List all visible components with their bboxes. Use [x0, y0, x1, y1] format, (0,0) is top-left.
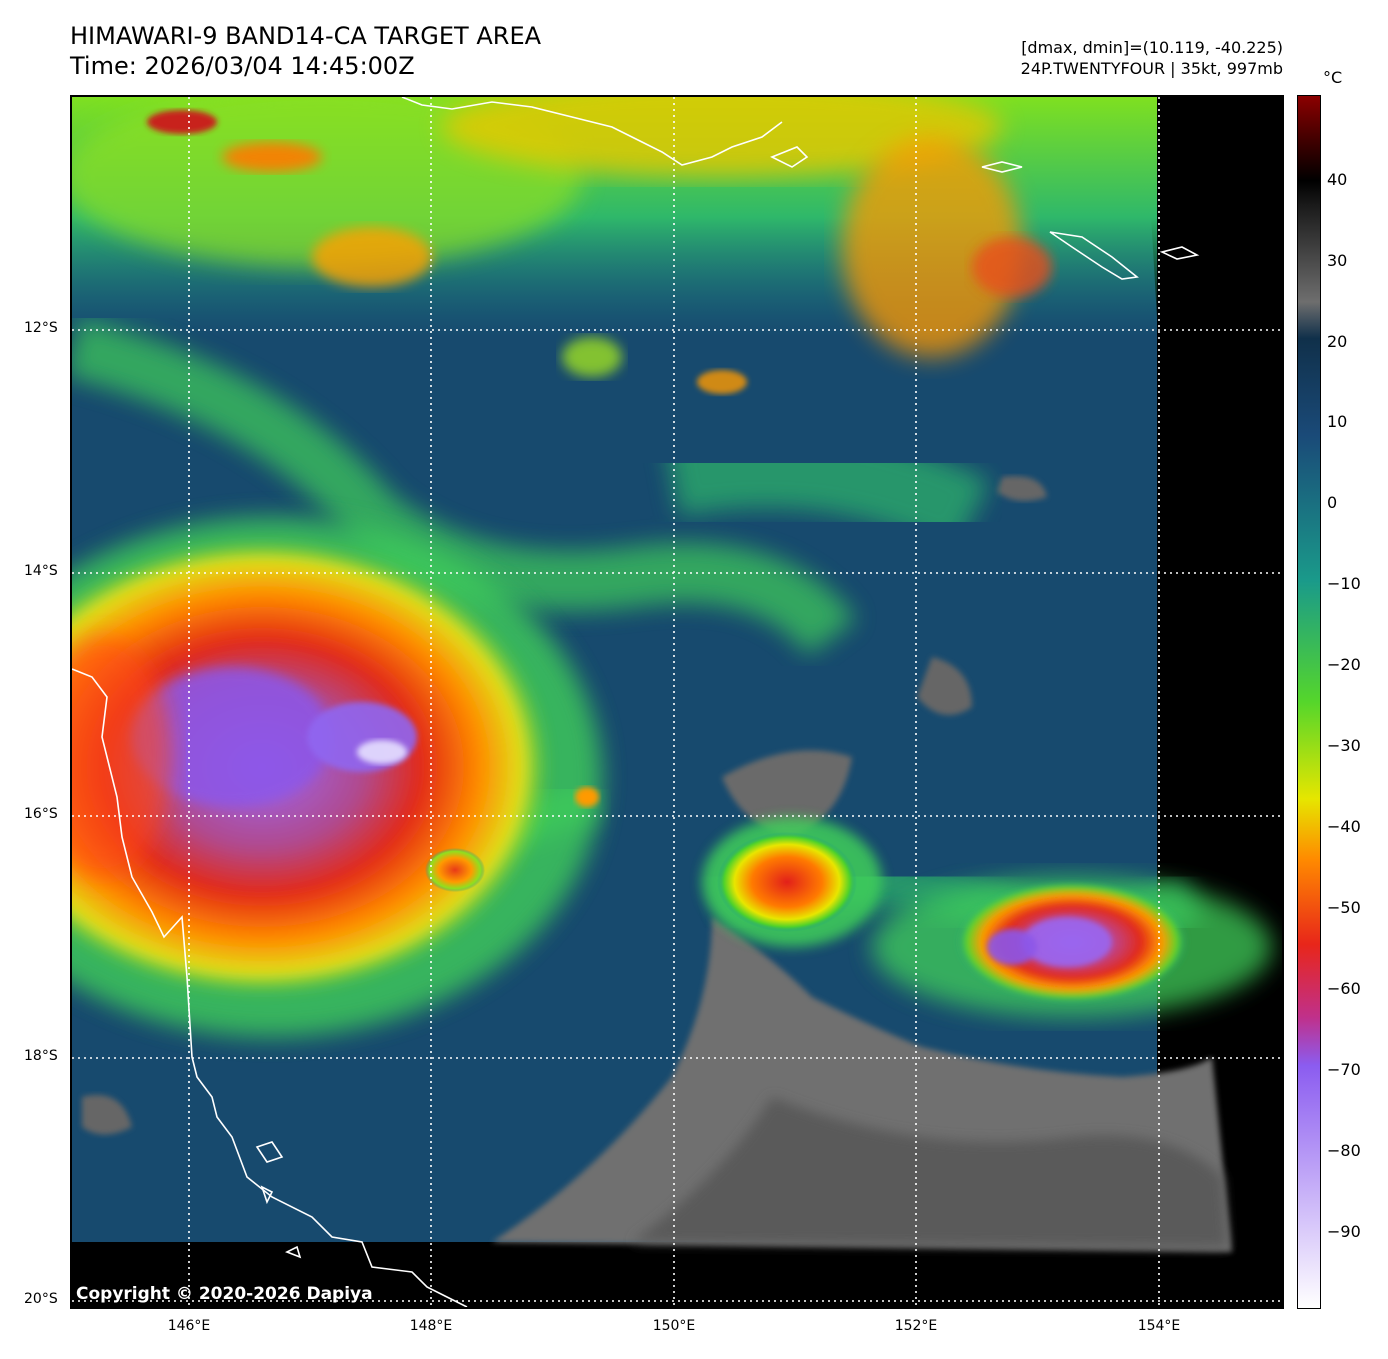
convective-cell [575, 787, 599, 807]
lon-label-150e: 150°E [652, 1318, 696, 1334]
colorbar-tick-label: 20 [1327, 332, 1348, 351]
colorbar-tick-label: −20 [1327, 655, 1361, 674]
lat-label-12s: 12°S [24, 320, 58, 336]
lon-label-154e: 154°E [1137, 1318, 1181, 1334]
colorbar-tick-label: −40 [1327, 817, 1361, 836]
colorbar-tick-label: −60 [1327, 979, 1361, 998]
colorbar-unit: °C [1323, 68, 1343, 87]
chart-time: Time: 2026/03/04 14:45:00Z [70, 52, 415, 80]
lat-label-18s: 18°S [24, 1048, 58, 1064]
dmax-dmin-label: [dmax, dmin]=(10.119, -40.225) [1021, 38, 1283, 57]
storm-info-label: 24P.TWENTYFOUR | 35kt, 997mb [1020, 59, 1283, 78]
convective-cell [425, 848, 485, 892]
satellite-imagery [72, 97, 1282, 1307]
colorbar-tick-label: −80 [1327, 1141, 1361, 1160]
satellite-map [70, 95, 1284, 1309]
chart-title: HIMAWARI-9 BAND14-CA TARGET AREA [70, 22, 542, 50]
lat-label-14s: 14°S [24, 563, 58, 579]
warm-land-region [82, 476, 1232, 1252]
colorbar-tick-label: 0 [1327, 493, 1338, 512]
temperature-colorbar [1297, 95, 1321, 1309]
convective-cell [702, 817, 882, 947]
colorbar-tick-label: 40 [1327, 170, 1348, 189]
convective-cluster [872, 877, 1272, 1017]
colorbar-tick-label: −70 [1327, 1060, 1361, 1079]
coastline [72, 97, 1200, 1307]
lat-label-16s: 16°S [24, 806, 58, 822]
copyright-notice: Copyright © 2020-2026 Dapiya [76, 1284, 373, 1304]
graticule [72, 97, 1282, 1307]
lon-label-152e: 152°E [894, 1318, 938, 1334]
colorbar-tick-label: 30 [1327, 251, 1348, 270]
lat-label-20s: 20°S [24, 1291, 58, 1307]
colorbar-tick-label: −50 [1327, 898, 1361, 917]
colorbar-tick-label: −90 [1327, 1222, 1361, 1241]
colorbar-tick-label: −10 [1327, 574, 1361, 593]
colorbar-tick-label: −30 [1327, 736, 1361, 755]
lon-label-148e: 148°E [409, 1318, 453, 1334]
upper-cloud-band [72, 97, 1157, 394]
colorbar-tick-label: 10 [1327, 412, 1348, 431]
lon-label-146e: 146°E [167, 1318, 211, 1334]
